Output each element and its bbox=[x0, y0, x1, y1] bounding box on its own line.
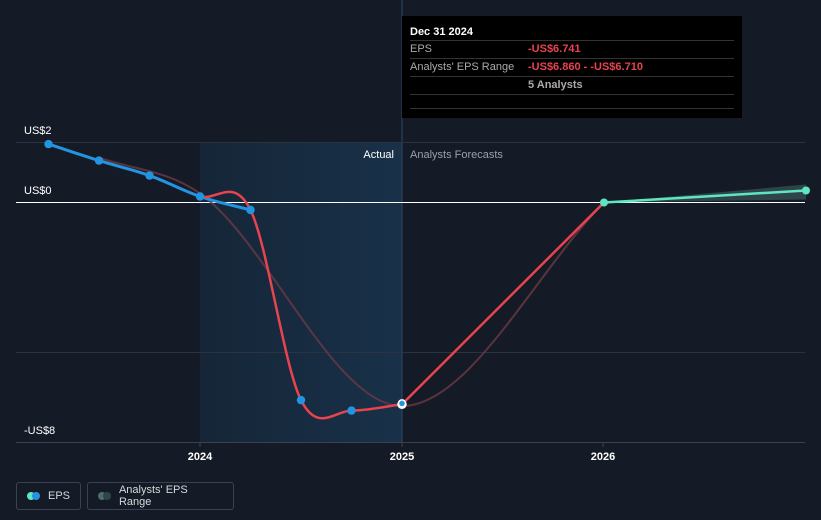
eps-point-0[interactable] bbox=[44, 139, 53, 149]
tooltip-eps-value: -US$6.741 bbox=[528, 43, 581, 55]
legend-range-label: Analysts' EPS Range bbox=[118, 484, 188, 508]
tooltip-range-value: -US$6.860 - -US$6.710 bbox=[528, 61, 643, 73]
y-tick-label-top: US$2 bbox=[24, 125, 52, 137]
eps-forecast-line bbox=[603, 189, 807, 204]
eps-point-5[interactable] bbox=[296, 395, 306, 405]
tooltip-date: Dec 31 2024 bbox=[410, 24, 734, 41]
eps-consensus-line bbox=[98, 156, 605, 408]
tooltip-range-row: Analysts' EPS Range -US$6.860 - -US$6.71… bbox=[410, 59, 734, 77]
tooltip-eps-label: EPS bbox=[410, 43, 433, 55]
x-tick-label-2026: 2026 bbox=[591, 451, 615, 463]
hover-tooltip: Dec 31 2024 EPS -US$6.741 Analysts' EPS … bbox=[402, 16, 742, 118]
legend-eps[interactable]: EPS bbox=[16, 482, 81, 510]
y-tick-label-zero: US$0 bbox=[24, 185, 52, 197]
legend-eps-label: EPS bbox=[47, 490, 70, 502]
forecast-point-2027[interactable] bbox=[802, 186, 810, 195]
tooltip-range-label: Analysts' EPS Range bbox=[410, 61, 515, 73]
eps-point-2[interactable] bbox=[145, 171, 154, 180]
eps-range-high-point[interactable] bbox=[397, 399, 407, 408]
tooltip-divider bbox=[410, 108, 734, 109]
eps-range-band bbox=[604, 184, 806, 203]
eps-point-1[interactable] bbox=[94, 156, 104, 165]
tooltip-analysts-spacer bbox=[410, 77, 528, 94]
x-tick-label-2025: 2025 bbox=[390, 451, 414, 463]
eps-point-3[interactable] bbox=[195, 192, 205, 201]
actual-region-label: Actual bbox=[363, 149, 394, 161]
tooltip-eps-row: EPS -US$6.741 bbox=[410, 41, 734, 59]
eps-point-4[interactable] bbox=[246, 205, 255, 215]
eps-data-points bbox=[44, 139, 810, 415]
tooltip-analysts-row: 5 Analysts bbox=[410, 77, 734, 95]
y-tick-label-bottom: -US$8 bbox=[24, 425, 55, 437]
eps-swatch-icon bbox=[27, 492, 41, 500]
x-tick-label-2024: 2024 bbox=[188, 451, 213, 463]
forecast-point-2026[interactable] bbox=[600, 198, 608, 207]
forecast-region-label: Analysts Forecasts bbox=[410, 149, 503, 161]
range-swatch-icon bbox=[98, 492, 112, 500]
tooltip-analysts-count: 5 Analysts bbox=[528, 79, 583, 91]
legend-eps-range[interactable]: Analysts' EPS Range bbox=[87, 482, 234, 510]
eps-point-6[interactable] bbox=[347, 406, 356, 415]
